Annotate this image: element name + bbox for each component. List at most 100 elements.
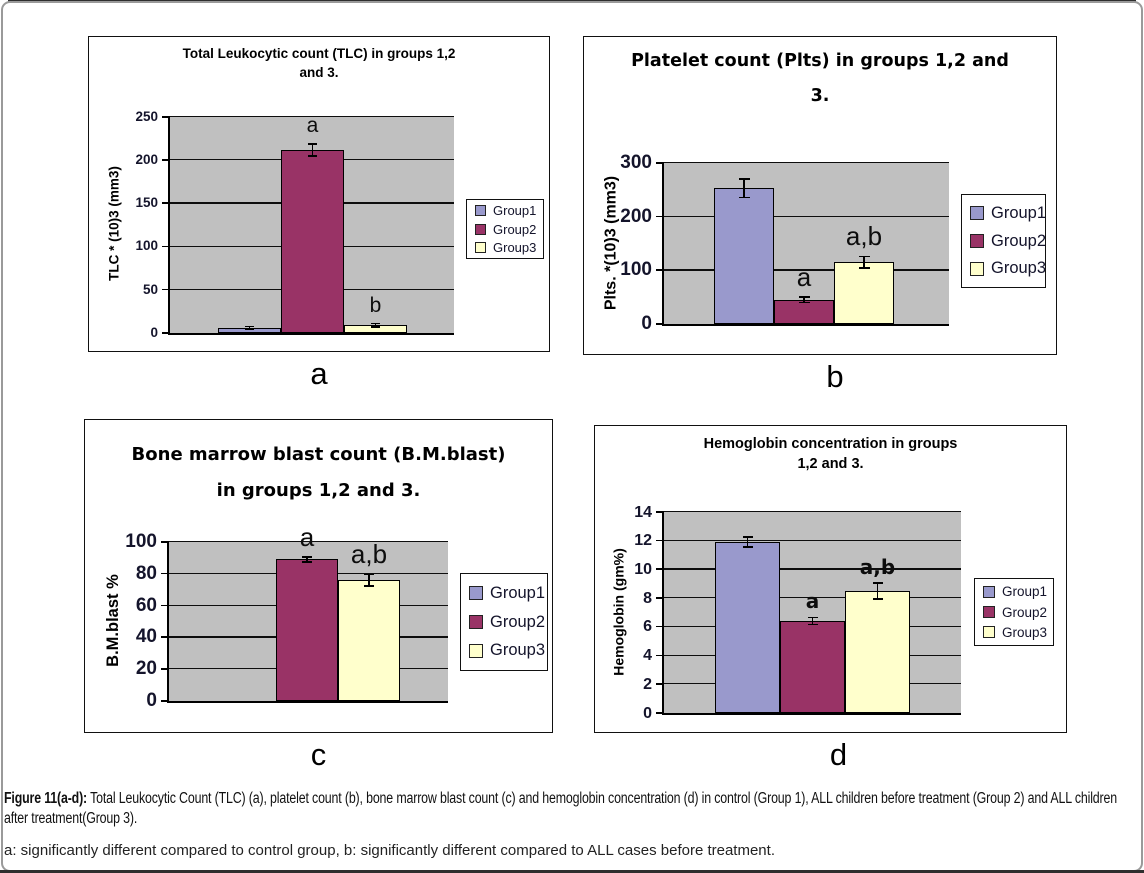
chart-a-y-axis [168,117,170,333]
chart-d-tickmark-14 [656,511,664,513]
chart-d-ticklabel-8: 8 [643,589,652,607]
chart-c-ticklabel-0: 0 [146,690,157,711]
chart-c-sig-label-group3: a,b [350,539,388,570]
chart-b-errorbar-group1-cap-bottom [738,196,750,199]
chart-c-legend-label-group1: Group1 [490,583,546,602]
chart-b-tickmark-100 [656,269,664,271]
chart-d-bar-group1 [715,542,780,713]
chart-c-errorbar-group3-cap-bottom [364,584,374,587]
chart-d-y-axis [662,512,664,713]
chart-d-gridline-8 [664,597,961,599]
page-top-edge [8,0,1136,2]
chart-d-errorbar-group2-cap-bottom [807,623,818,626]
chart-d-sig-label-group3: a,b [859,554,896,579]
chart-panel-c: Bone marrow blast count (B.M.blast) in gr… [84,419,553,733]
chart-a-legend-label-group2: Group2 [493,221,537,237]
chart-d-ticklabel-0: 0 [643,704,652,722]
chart-d-legend-swatch-group3 [983,626,995,639]
chart-b-legend-item-group3: Group3 [970,259,1047,278]
chart-c-bar-group2 [276,559,338,701]
page-bottom-edge [0,870,1144,873]
chart-b-ticklabel-100: 100 [620,259,652,281]
chart-a-sig-label-group3: b [369,293,382,317]
chart-d-tickmark-6 [656,625,664,628]
chart-a-tickmark-0 [162,332,170,334]
chart-a-legend-label-group3: Group3 [493,239,537,255]
chart-b-errorbar-group1-line [743,179,745,198]
chart-d-legend: Group1 Group2 Group3 [974,578,1054,646]
chart-a-ticklabel-250: 250 [135,108,158,124]
chart-b-legend-label-group1: Group1 [991,203,1047,222]
chart-a-x-axis [168,333,454,335]
chart-d-ticklabel-10: 10 [634,560,652,578]
chart-b-errorbar-group2-line [803,297,805,303]
chart-b-errorbar-group3-cap-bottom [858,267,870,269]
chart-d-errorbar-group3-cap-top [872,582,883,584]
chart-c-tickmark-20 [161,668,169,670]
chart-a-legend-swatch-group3 [475,241,486,253]
chart-c-ticklabel-20: 20 [135,658,157,680]
chart-d-ticklabel-4: 4 [643,647,652,665]
chart-d-legend-swatch-group2 [983,606,995,618]
chart-c-title-line2: in groups 1,2 and 3. [216,480,421,501]
chart-d-ticklabel-12: 12 [634,532,652,550]
chart-a-errorbar-group1-line [248,326,251,330]
chart-c-tickmark-80 [161,572,169,575]
chart-c-tickmark-60 [161,604,169,607]
chart-a-bar-group2 [281,149,344,333]
chart-b-bar-group1 [714,188,774,324]
chart-a-ticklabel-100: 100 [135,238,158,254]
chart-a-ticklabel-0: 0 [150,324,158,340]
chart-d-legend-item-group2: Group2 [983,605,1053,620]
chart-a-errorbar-group1-cap-bottom [245,328,254,330]
chart-c-tickmark-40 [161,636,169,638]
figure-caption: Figure 11(a-d): Total Leukocytic Count (… [4,789,1140,859]
chart-d-gridline-12 [664,539,961,541]
chart-c-legend-label-group2: Group2 [490,612,546,631]
chart-d-legend-swatch-group1 [983,585,995,598]
chart-b-gridline-300 [664,162,949,164]
chart-c-legend-swatch-group1 [469,586,483,601]
chart-a-ticklabel-200: 200 [135,151,158,167]
chart-b-legend-label-group3: Group3 [991,259,1047,278]
chart-a-legend: Group1 Group2 Group3 [466,199,544,259]
chart-b-tickmark-0 [656,323,664,325]
chart-d-errorbar-group2-cap-top [807,616,818,619]
chart-b-ticklabel-0: 0 [641,313,652,334]
chart-d-errorbar-group2-line [811,617,814,625]
chart-b-legend: Group1 Group2 Group3 [961,194,1046,288]
chart-b-y-axis [662,163,664,324]
chart-d-tickmark-0 [656,712,664,714]
chart-a-errorbar-group3-cap-bottom [371,326,380,328]
chart-c-errorbar-group2-line [306,557,308,562]
chart-c-y-axis [167,542,169,701]
chart-c-ticklabel-40: 40 [135,626,157,648]
chart-a-errorbar-group3-line [374,323,377,327]
chart-a-errorbar-group2-cap-bottom [308,155,317,157]
chart-a-legend-swatch-group2 [475,223,486,235]
chart-c-x-axis [167,701,448,703]
panel-letter-d: d [829,737,848,772]
chart-d-legend-label-group3: Group3 [1002,624,1048,640]
chart-b-sig-label-group2: a [796,262,812,293]
chart-a-errorbar-group2-line [311,143,314,156]
chart-d-title-line2: 1,2 and 3. [797,456,864,472]
chart-c-errorbar-group2-cap-bottom [302,561,312,563]
chart-c-legend-item-group1: Group1 [469,584,547,603]
chart-d-legend-item-group1: Group1 [983,584,1053,599]
chart-a-errorbar-group3-cap-top [371,322,380,325]
chart-a-legend-item-group2: Group2 [475,222,543,237]
caption-figure-label: Figure 11(a-d): [4,790,88,807]
chart-a-ticklabel-150: 150 [135,195,158,211]
chart-a-ticklabel-50: 50 [142,281,158,297]
chart-d-tickmark-12 [656,539,664,542]
chart-b-tickmark-200 [656,215,664,218]
chart-d-ticklabel-6: 6 [643,618,652,636]
chart-a-legend-label-group1: Group1 [493,203,537,219]
chart-c-legend-item-group2: Group2 [469,613,547,632]
chart-a-title-line2: and 3. [299,65,339,80]
chart-d-errorbar-group1-cap-bottom [742,546,753,548]
chart-d-title-line1: Hemoglobin concentration in groups [703,436,958,452]
chart-d-errorbar-group3-line [876,583,879,599]
chart-b-errorbar-group2-cap-top [798,296,810,298]
